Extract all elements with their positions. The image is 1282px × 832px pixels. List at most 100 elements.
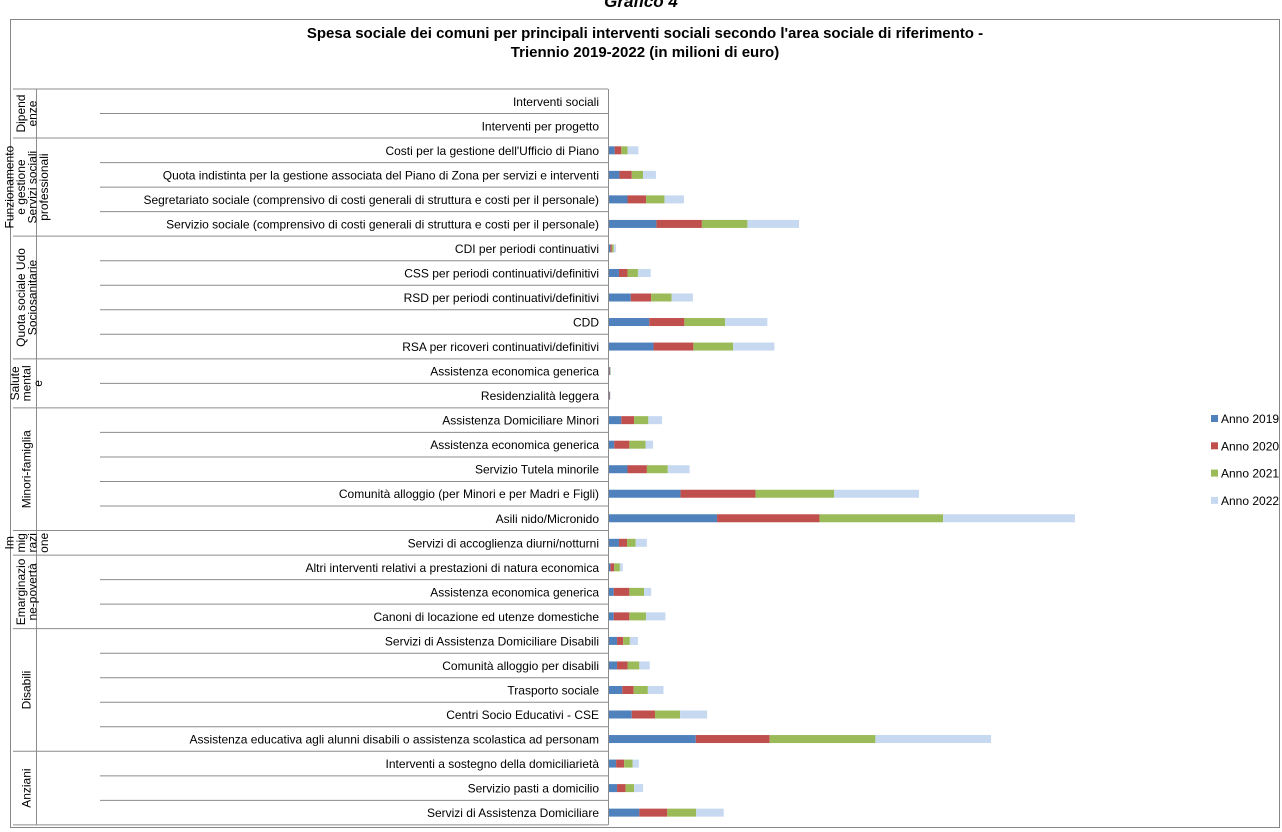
bar-segment-anno-2019 <box>609 636 618 645</box>
legend-label: Anno 2019 <box>1221 412 1279 426</box>
bar-segment-anno-2020 <box>618 538 628 547</box>
legend-swatch <box>1211 415 1218 422</box>
bar-segment-anno-2022 <box>667 465 690 474</box>
chart-title-line-1: Spesa sociale dei comuni per principali … <box>306 25 984 42</box>
category-label: Comunità alloggio per disabili <box>442 659 599 673</box>
group-label: Funzionamentoe gestioneServizi socialipr… <box>2 145 51 228</box>
group-label: Disabili <box>20 671 34 710</box>
bar-segment-anno-2022 <box>875 735 992 744</box>
category-label: CSS per periodi continuativi/definitivi <box>404 266 599 280</box>
bar-segment-anno-2020 <box>614 146 622 155</box>
bar-segment-anno-2019 <box>609 268 619 277</box>
bar-segment-anno-2020 <box>630 293 652 302</box>
bar-segment-anno-2022 <box>645 440 654 449</box>
category-label: Trasporto sociale <box>507 683 599 697</box>
bar-segment-anno-2021 <box>625 784 635 793</box>
bar-segment-anno-2019 <box>609 219 657 228</box>
category-axis-grid <box>13 88 609 826</box>
bar-segment-anno-2021 <box>654 710 681 719</box>
category-label: Interventi per progetto <box>482 119 600 133</box>
bar-segment-anno-2020 <box>653 342 694 351</box>
group-label: Dipendenze <box>14 95 40 133</box>
bar-segment-anno-2020 <box>627 195 646 204</box>
bar-segment-anno-2020 <box>622 685 634 694</box>
category-label: Asili nido/Micronido <box>496 512 600 526</box>
bar-segment-anno-2020 <box>621 416 635 425</box>
bar-segment-anno-2022 <box>632 759 639 768</box>
legend-label: Anno 2021 <box>1221 467 1279 481</box>
bar-segment-anno-2022 <box>643 170 656 179</box>
bar-segment-anno-2022 <box>664 195 684 204</box>
bar-segment-anno-2021 <box>624 759 633 768</box>
bar-segment-anno-2021 <box>627 268 638 277</box>
bar-segment-anno-2020 <box>614 440 630 449</box>
bar-segment-anno-2022 <box>629 636 638 645</box>
bar-segment-anno-2021 <box>755 489 835 498</box>
bar-segment-anno-2022 <box>834 489 919 498</box>
category-label: Comunità alloggio (per Minori e per Madr… <box>339 487 599 501</box>
bar-segment-anno-2020 <box>695 735 770 744</box>
bar-segment-anno-2020 <box>617 784 626 793</box>
category-label: Centri Socio Educativi - CSE <box>446 708 599 722</box>
category-label: CDI per periodi continuativi <box>455 242 599 256</box>
bar-segment-anno-2020 <box>617 636 624 645</box>
bar-segment-anno-2020 <box>680 489 756 498</box>
bar-segment-anno-2019 <box>609 710 632 719</box>
bar-segment-anno-2021 <box>627 661 640 670</box>
bar-segment-anno-2021 <box>631 170 644 179</box>
bar-segment-anno-2021 <box>769 735 876 744</box>
legend-swatch <box>1211 496 1218 504</box>
bar-segment-anno-2022 <box>671 293 693 302</box>
category-label: Assistenza economica generica <box>430 438 599 452</box>
legend-label: Anno 2020 <box>1221 439 1279 453</box>
bar-segment-anno-2022 <box>634 784 644 793</box>
bar-segment-anno-2019 <box>609 342 654 351</box>
bar-segment-anno-2021 <box>621 146 628 155</box>
bar-segment-anno-2019 <box>609 146 615 155</box>
bar-segment-anno-2019 <box>609 685 623 694</box>
category-label: Altri interventi relativi a prestazioni … <box>306 561 600 575</box>
group-labels: Dipendenze Funzionamentoe gestioneServizi… <box>2 95 51 808</box>
bar-segment-anno-2019 <box>609 416 622 425</box>
bar-segment-anno-2021 <box>623 636 630 645</box>
bar-segment-anno-2022 <box>644 587 652 596</box>
bar-segment-anno-2022 <box>647 685 664 694</box>
bar-segment-anno-2021 <box>651 293 672 302</box>
category-label: Segretariato sociale (comprensivo di cos… <box>143 193 599 207</box>
legend-swatch <box>1211 469 1218 477</box>
bar-segment-anno-2019 <box>609 440 615 449</box>
bar-segment-anno-2021 <box>629 612 646 621</box>
category-label: Servizi di Assistenza Domiciliare Disabi… <box>385 634 599 648</box>
bar-segment-anno-2019 <box>609 489 681 498</box>
bar-segment-anno-2022 <box>637 268 651 277</box>
bar-segment-anno-2019 <box>609 587 614 596</box>
category-label: Assistenza economica generica <box>430 585 599 599</box>
bars <box>609 146 1075 817</box>
category-label: Assistenza Domiciliare Minori <box>442 414 599 428</box>
bar-segment-anno-2020 <box>656 219 702 228</box>
bar-segment-anno-2019 <box>609 759 617 768</box>
bar-segment-anno-2021 <box>629 587 645 596</box>
category-label: Servizio sociale (comprensivo di costi g… <box>166 217 599 231</box>
category-label: Servizi di Assistenza Domiciliare <box>427 806 599 820</box>
chart-title-line-2: Triennio 2019-2022 (in milioni di euro) <box>510 44 780 61</box>
category-label: Residenzialità leggera <box>481 389 599 403</box>
group-label: Salutementale <box>8 365 45 401</box>
bar-segment-anno-2020 <box>639 808 668 817</box>
bar-segment-anno-2019 <box>609 612 614 621</box>
category-label: Canoni di locazione ed utenze domestiche <box>374 610 600 624</box>
bar-segment-anno-2019 <box>609 195 628 204</box>
bar-segment-anno-2021 <box>627 538 636 547</box>
bar-segment-anno-2021 <box>614 563 620 572</box>
group-label: Quota sociale UdoSociosanitarie <box>14 248 40 347</box>
bar-segment-anno-2020 <box>617 661 628 670</box>
bar-segment-anno-2022 <box>613 244 617 253</box>
bar-segment-anno-2022 <box>733 342 775 351</box>
bar-segment-anno-2019 <box>609 784 618 793</box>
category-label: Assistenza educativa agli alunni disabil… <box>189 733 599 747</box>
group-label: Anziani <box>20 768 34 807</box>
bar-segment-anno-2022 <box>696 808 724 817</box>
bar-segment-anno-2021 <box>629 440 646 449</box>
bar-segment-anno-2020 <box>619 170 632 179</box>
